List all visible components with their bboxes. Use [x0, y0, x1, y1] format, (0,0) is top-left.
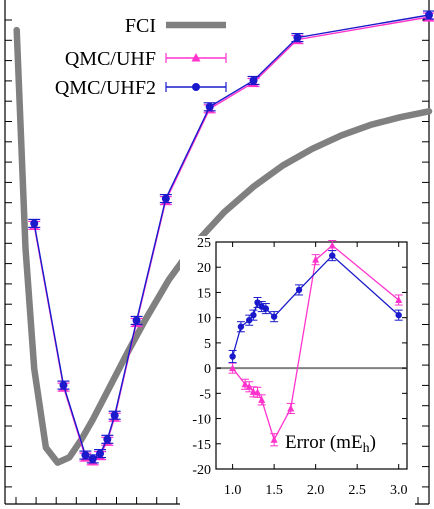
inset-y-tick-label: 10: [197, 312, 211, 327]
inset-y-tick-label: 20: [197, 261, 211, 276]
data-point-qmc-uhf2: [203, 102, 216, 112]
inset-data-point-qmc-uhf: [286, 402, 295, 415]
inset-frame: [215, 241, 408, 470]
legend-label-fci: FCI: [125, 15, 156, 37]
inset-data-point-qmc-uhf2: [270, 311, 279, 323]
legend-entry-fci: FCI: [125, 15, 226, 37]
inset-data-point-qmc-uhf2: [245, 314, 254, 326]
inset-data-point-qmc-uhf: [311, 254, 320, 266]
data-point-qmc-uhf2: [423, 10, 434, 20]
inset-y-tick-label: 15: [197, 286, 211, 301]
legend: FCI QMC/UHF QMC/UHF2: [55, 15, 227, 99]
data-point-qmc-uhf2: [101, 434, 114, 444]
data-point-qmc-uhf2: [159, 193, 172, 204]
legend-label-qmc-uhf: QMC/UHF: [65, 48, 156, 70]
data-point-qmc-uhf2: [86, 454, 99, 464]
inset-chart: -20 -15 -10 -5 0 5 10 15 20 25 1.0 1.5 2.0 2.5 3.0 Erro…: [180, 236, 415, 507]
inset-y-tick-label: -10: [192, 413, 211, 428]
inset-data-point-qmc-uhf2: [295, 284, 304, 296]
inset-data-point-qmc-uhf2: [228, 349, 237, 364]
inset-annotation: Error (mEh): [285, 432, 376, 456]
inset-y-tick-label: -20: [192, 463, 211, 478]
inset-data-point-qmc-uhf2: [249, 309, 258, 321]
legend-entry-qmc-uhf: QMC/UHF: [65, 48, 227, 70]
inset-x-tick-label: 1.0: [224, 483, 242, 498]
data-point-qmc-uhf2: [57, 380, 70, 390]
legend-swatch-qmc-uhf2: [165, 82, 227, 92]
inset-data-point-qmc-uhf2: [328, 250, 337, 262]
inset-data-point-qmc-uhf: [249, 386, 258, 398]
inset-y-tick-label: 25: [197, 236, 211, 251]
inset-y-tick-label: -5: [199, 387, 211, 402]
inset-data-point-qmc-uhf: [253, 386, 262, 398]
inset-x-tick-label: 2.5: [348, 483, 366, 498]
legend-swatch-qmc-uhf: [165, 53, 227, 63]
legend-entry-qmc-uhf2: QMC/UHF2: [55, 77, 227, 99]
inset-data-point-qmc-uhf2: [261, 303, 270, 315]
data-point-qmc-uhf2: [130, 315, 143, 326]
inset-y-tick-label: 0: [204, 362, 211, 377]
data-point-qmc-uhf2: [291, 33, 304, 43]
inset-data-point-qmc-uhf: [228, 362, 237, 374]
data-point-qmc-uhf2: [247, 75, 260, 86]
inset-x-tick-label: 2.0: [307, 483, 325, 498]
inset-y-tick-label: -15: [192, 438, 211, 453]
inset-data-point-qmc-uhf2: [236, 321, 245, 333]
main-series: [13, 10, 434, 466]
series-line-fci: [13, 26, 433, 466]
data-point-qmc-uhf2: [28, 218, 41, 229]
inset-data-point-qmc-uhf: [257, 394, 266, 406]
inset-data-point-qmc-uhf2: [394, 309, 403, 321]
data-point-qmc-uhf2: [108, 410, 121, 420]
inset-x-tick-label: 3.0: [390, 483, 408, 498]
inset-y-tick-label: 5: [204, 337, 211, 352]
inset-data-point-qmc-uhf: [270, 433, 279, 447]
legend-label-qmc-uhf2: QMC/UHF2: [55, 77, 156, 99]
data-point-qmc-uhf2: [94, 449, 107, 459]
inset-x-tick-label: 1.5: [265, 483, 283, 498]
inset-data-point-qmc-uhf: [394, 294, 403, 306]
